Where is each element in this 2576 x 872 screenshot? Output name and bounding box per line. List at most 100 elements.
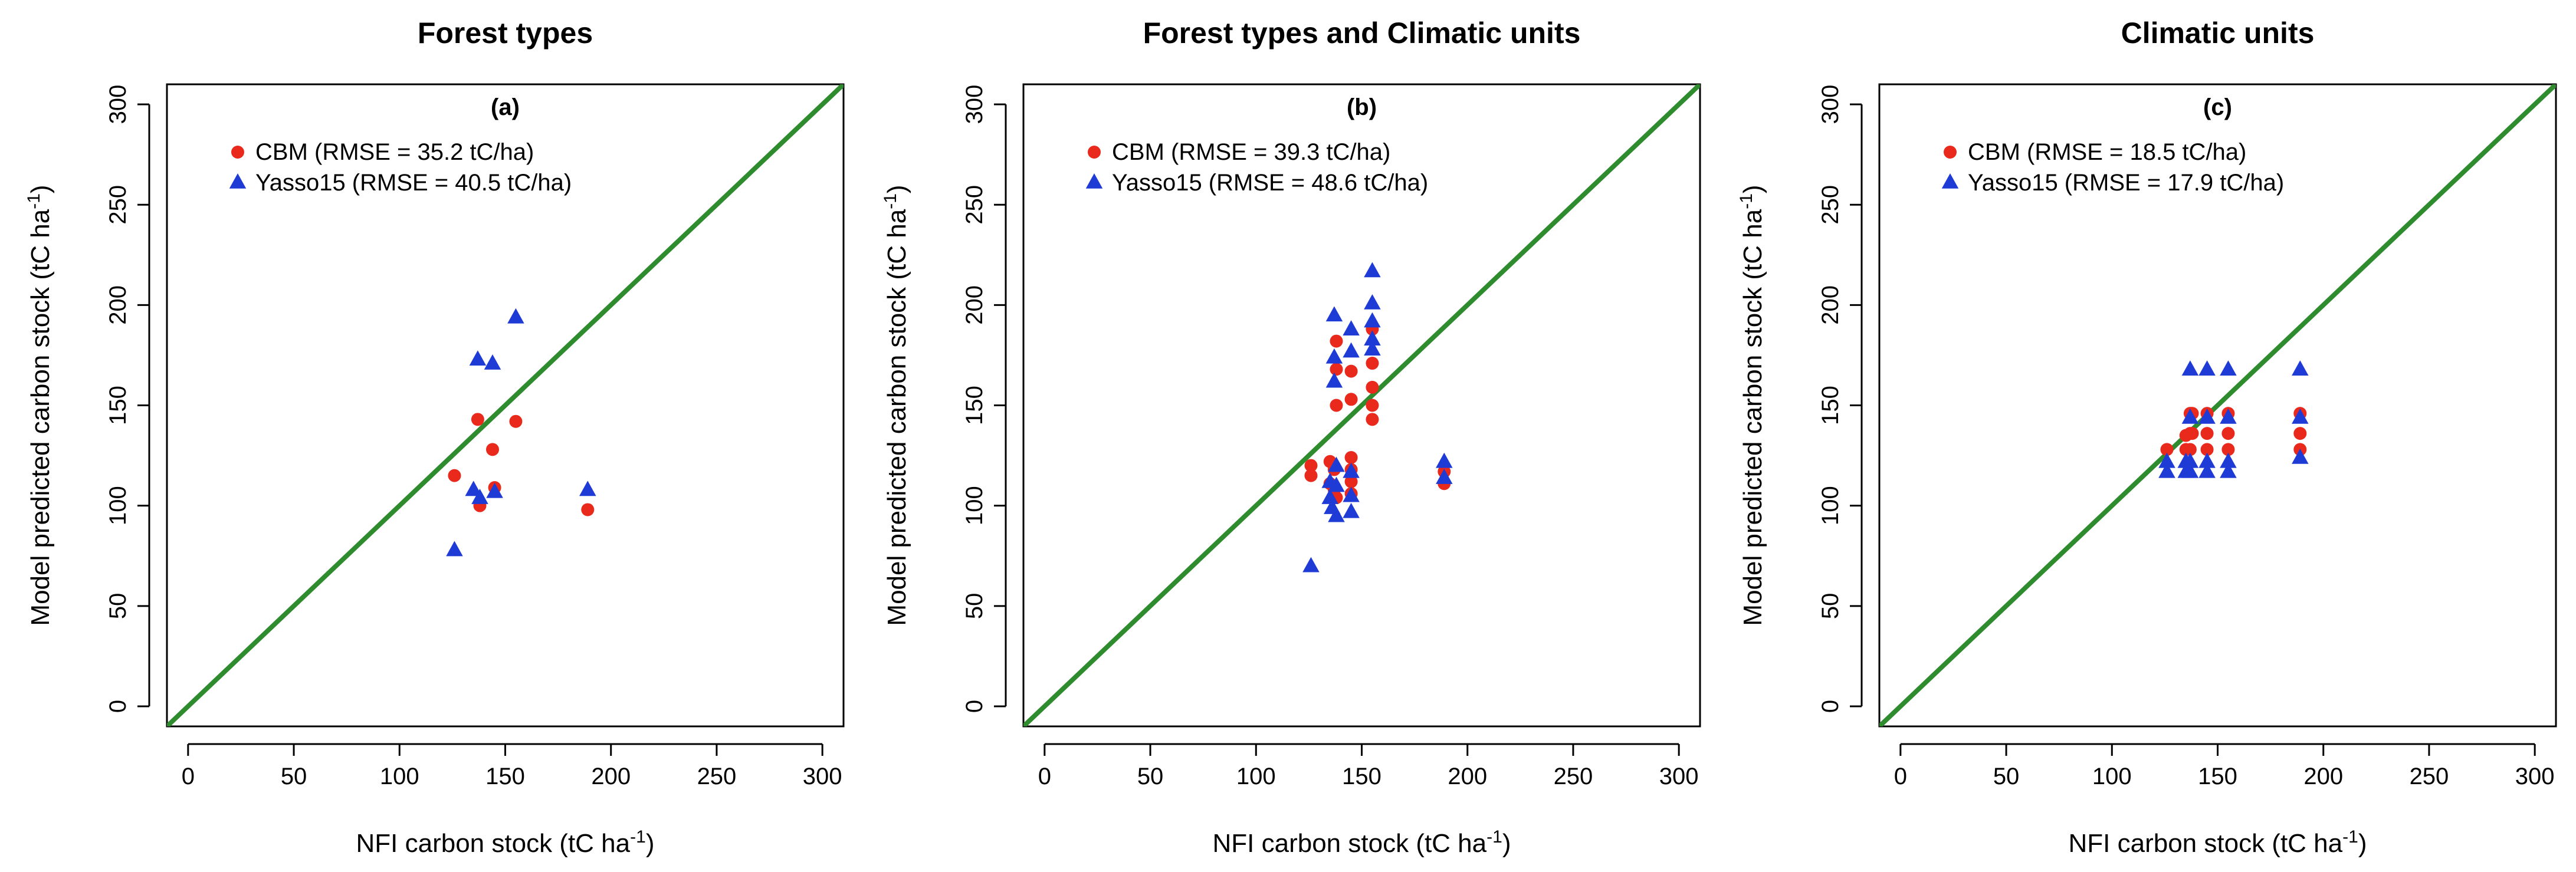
x-axis-title-main: NFI carbon stock (tC ha (1213, 829, 1487, 858)
x-tick-label: 200 (1448, 764, 1487, 789)
x-tick-label: 100 (1236, 764, 1276, 789)
yasso-point (1364, 312, 1381, 328)
cbm-point (1366, 357, 1379, 370)
yasso-point (2198, 360, 2216, 376)
x-tick-label: 300 (2515, 764, 2555, 789)
x-axis-title-end: ) (1502, 829, 1511, 858)
cbm-point (448, 469, 461, 482)
yasso-point (1343, 486, 1360, 502)
yasso-point (1343, 462, 1360, 478)
yasso-point (1436, 469, 1453, 484)
cbm-point (485, 443, 499, 456)
x-tick-label: 200 (591, 764, 631, 789)
panel-2: Forest types and Climatic units 0 50 100 150… (881, 17, 1701, 858)
yasso-point (2220, 462, 2237, 478)
y-tick-label: 200 (105, 285, 131, 325)
yasso-point (579, 481, 596, 496)
yasso-point (1364, 294, 1381, 310)
x-tick-label: 250 (697, 764, 737, 789)
y-tick-label: 250 (962, 185, 987, 225)
chart-title: Climatic units (2121, 17, 2315, 50)
legend-yasso-label: Yasso15 (RMSE = 17.9 tC/ha) (1968, 170, 2284, 196)
legend-cbm-marker (231, 146, 244, 159)
yasso-point (469, 350, 487, 366)
yasso-point (471, 489, 488, 504)
cbm-point (1344, 475, 1358, 488)
cbm-point (1344, 393, 1358, 406)
yasso-point (2158, 452, 2175, 468)
cbm-point (1344, 450, 1358, 464)
yasso-point (484, 354, 501, 370)
legend-yasso-label: Yasso15 (RMSE = 40.5 tC/ha) (255, 170, 572, 196)
one-to-one-line (1879, 84, 2556, 726)
yasso-point (1364, 340, 1381, 356)
cbm-point (2186, 427, 2199, 440)
yasso-point (2181, 452, 2199, 468)
yasso-point (1321, 489, 1338, 504)
y-tick-label: 0 (105, 700, 131, 713)
panel-1: Forest types 0 50 100 150 200 250 300 0 50 100 150 2… (24, 17, 845, 858)
cbm-point (1330, 399, 1343, 412)
y-tick-label: 50 (962, 593, 987, 620)
cbm-point (1344, 364, 1358, 378)
legend-yasso-marker (229, 173, 247, 189)
yasso-point (1325, 306, 1343, 322)
x-tick-label: 100 (2092, 764, 2132, 789)
y-axis-title-main: Model predicted carbon stock (tC ha (882, 209, 911, 626)
cbm-point (471, 413, 484, 426)
x-axis-title-end: ) (646, 829, 655, 858)
y-tick-label: 100 (105, 486, 131, 525)
x-axis-title-main: NFI carbon stock (tC ha (2069, 829, 2343, 858)
yasso-point (1328, 456, 1345, 472)
y-tick-label: 150 (1817, 386, 1843, 425)
y-axis-title-sup: -1 (881, 193, 900, 209)
yasso-point (1343, 502, 1360, 518)
y-tick-label: 0 (962, 700, 987, 713)
x-tick-label: 0 (1894, 764, 1907, 789)
y-axis-title-sup: -1 (1737, 193, 1756, 209)
y-tick-label: 50 (1817, 593, 1843, 620)
y-tick-label: 250 (105, 185, 131, 225)
chart-title: Forest types (418, 17, 593, 50)
y-tick-label: 0 (1817, 700, 1843, 713)
y-axis-title-end: ) (1738, 185, 1767, 193)
one-to-one-line (167, 84, 844, 726)
y-axis-title: Model predicted carbon stock (tC ha-1) (24, 185, 55, 626)
y-tick-label: 150 (105, 386, 131, 425)
panel-label: (c) (2203, 94, 2232, 120)
y-tick-label: 250 (1817, 185, 1843, 225)
yasso-point (2220, 408, 2237, 424)
y-axis-title-main: Model predicted carbon stock (tC ha (26, 209, 55, 626)
y-axis-title-sup: -1 (24, 193, 44, 209)
y-tick-label: 300 (1817, 85, 1843, 124)
yasso-point (2158, 462, 2175, 478)
legend-cbm-marker (1088, 146, 1101, 159)
yasso-point (1364, 330, 1381, 345)
legend-cbm-label: CBM (RMSE = 39.3 tC/ha) (1112, 139, 1390, 165)
x-tick-label: 250 (1554, 764, 1593, 789)
x-tick-label: 0 (182, 764, 195, 789)
legend-cbm-label: CBM (RMSE = 18.5 tC/ha) (1968, 139, 2246, 165)
panel-3: Climatic units 0 50 100 150 200 250 300 0 50 100 15… (1737, 17, 2557, 858)
legend-cbm-marker (1944, 146, 1957, 159)
y-axis-title-end: ) (882, 185, 911, 193)
yasso-point (2292, 408, 2309, 424)
x-tick-label: 50 (1993, 764, 2020, 789)
legend-yasso-label: Yasso15 (RMSE = 48.6 tC/ha) (1112, 170, 1428, 196)
yasso-point (2181, 462, 2199, 478)
cbm-point (1330, 334, 1343, 348)
yasso-point (1343, 342, 1360, 358)
y-tick-label: 150 (962, 386, 987, 425)
cbm-point (2200, 443, 2214, 456)
y-tick-label: 300 (105, 85, 131, 124)
yasso-point (446, 541, 463, 557)
x-axis-title-sup: -1 (630, 827, 646, 847)
x-tick-label: 300 (803, 764, 842, 789)
panel-label: (b) (1347, 94, 1377, 120)
yasso-point (1302, 557, 1320, 572)
x-axis-title-sup: -1 (2342, 827, 2358, 847)
cbm-point (2221, 427, 2235, 440)
plot-frame (1878, 83, 2557, 728)
cbm-point (1366, 380, 1379, 394)
